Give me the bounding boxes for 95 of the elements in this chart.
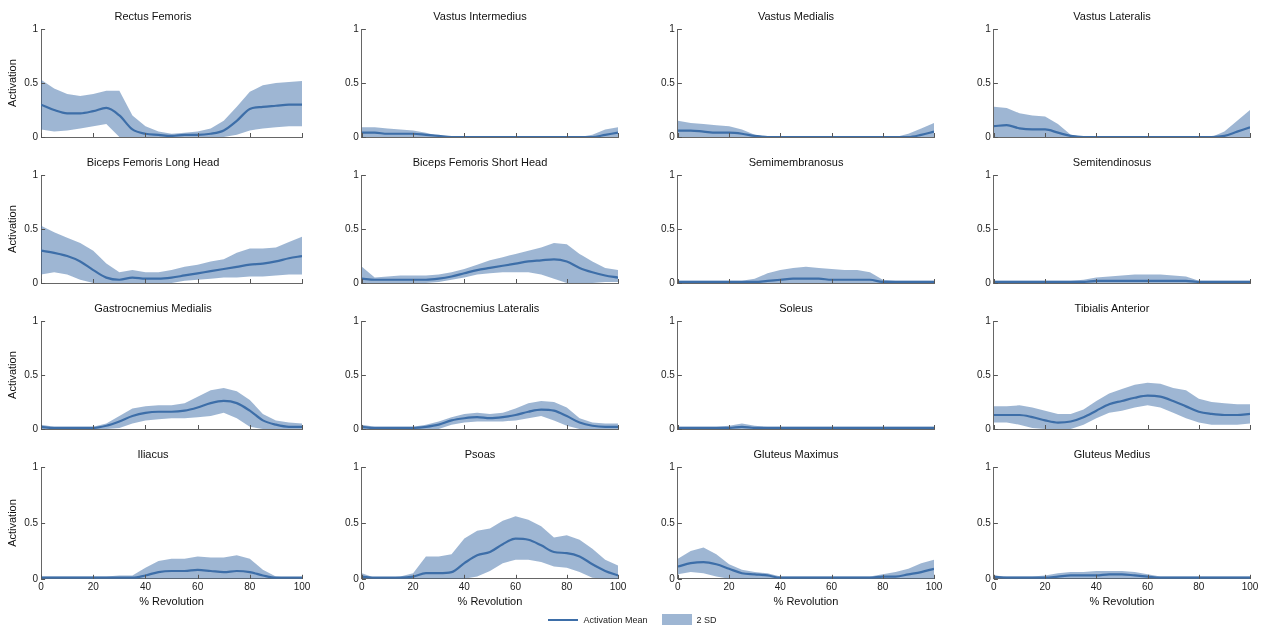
x-tick-label: 40	[1090, 580, 1103, 592]
chart-title: Gluteus Medius	[1073, 447, 1151, 460]
x-tick-label: 100	[293, 580, 311, 592]
x-tick-label: 80	[561, 580, 573, 592]
y-tick-label: 0.5	[345, 76, 360, 88]
y-axis-title: Activation	[5, 499, 18, 547]
y-tick-label: 0	[985, 276, 992, 288]
y-tick-label: 0.5	[977, 368, 992, 380]
chart-title: Vastus Intermedius	[433, 9, 528, 22]
y-tick-label: 0	[353, 572, 360, 584]
x-tick-label: 60	[510, 580, 522, 592]
x-tick-label: 80	[877, 580, 889, 592]
x-tick-label: 20	[1039, 580, 1052, 592]
y-axis-title: Activation	[5, 59, 18, 107]
x-tick-label: 100	[925, 580, 943, 592]
x-tick-label: 20	[723, 580, 736, 592]
y-tick-label: 0	[32, 572, 39, 584]
line-series	[993, 394, 1250, 424]
chart-title: Semimembranosus	[748, 155, 844, 168]
chart-title: Gluteus Maximus	[753, 447, 839, 460]
y-tick-label: 0.5	[977, 516, 992, 528]
x-tick-label: 20	[407, 580, 420, 592]
x-tick-label: 40	[139, 580, 152, 592]
y-tick-label: 1	[32, 22, 39, 34]
y-tick-label: 0.5	[661, 368, 676, 380]
y-tick-label: 0	[669, 422, 676, 434]
y-tick-label: 0.5	[977, 222, 992, 234]
x-tick-label: 100	[609, 580, 627, 592]
y-axis-title: Activation	[5, 205, 18, 253]
y-tick-label: 0.5	[661, 222, 676, 234]
chart-title: Iliacus	[137, 447, 170, 460]
x-tick-label: 60	[826, 580, 838, 592]
y-tick-label: 0.5	[661, 516, 676, 528]
y-tick-label: 0.5	[345, 368, 360, 380]
x-tick-label: 80	[1193, 580, 1205, 592]
y-tick-label: 0	[353, 422, 360, 434]
y-tick-label: 1	[669, 22, 676, 34]
y-tick-label: 1	[32, 168, 39, 180]
y-tick-label: 1	[669, 460, 676, 472]
y-tick-label: 0.5	[24, 368, 39, 380]
chart-title: Semitendinosus	[1072, 155, 1152, 168]
chart-title: Gastrocnemius Lateralis	[420, 301, 540, 314]
chart-title: Soleus	[779, 301, 814, 314]
y-tick-label: 1	[353, 22, 360, 34]
y-tick-label: 1	[669, 314, 676, 326]
chart-title: Tibialis Anterior	[1074, 301, 1150, 314]
y-tick-label: 0.5	[24, 222, 39, 234]
y-tick-label: 0	[669, 130, 676, 142]
y-tick-label: 1	[985, 460, 992, 472]
y-tick-label: 1	[985, 314, 992, 326]
chart-title: Vastus Lateralis	[1073, 9, 1152, 22]
y-tick-label: 0.5	[661, 76, 676, 88]
y-tick-label: 1	[353, 460, 360, 472]
y-tick-label: 0.5	[24, 516, 39, 528]
y-tick-label: 0	[985, 130, 992, 142]
chart-title: Psoas	[464, 447, 496, 460]
x-axis-title: % Revolution	[139, 595, 204, 608]
y-axis-title: Activation	[5, 351, 18, 399]
y-tick-label: 0.5	[345, 516, 360, 528]
y-tick-label: 1	[32, 460, 39, 472]
y-tick-label: 0.5	[345, 222, 360, 234]
y-tick-label: 0	[353, 130, 360, 142]
x-axis-title: % Revolution	[457, 595, 523, 608]
x-tick-label: 40	[774, 580, 787, 592]
x-tick-label: 60	[1142, 580, 1154, 592]
x-tick-label: 20	[87, 580, 100, 592]
x-tick-label: 80	[244, 580, 256, 592]
x-tick-label: 100	[1241, 580, 1259, 592]
y-tick-label: 0.5	[24, 76, 39, 88]
y-tick-label: 1	[353, 314, 360, 326]
y-tick-label: 0	[32, 276, 39, 288]
y-tick-label: 1	[985, 22, 992, 34]
x-axis-title: % Revolution	[773, 595, 839, 608]
chart-title: Rectus Femoris	[114, 9, 192, 22]
text: 2 SD	[696, 614, 717, 625]
y-tick-label: 0	[985, 422, 992, 434]
chart-title: Gastrocnemius Medialis	[94, 301, 213, 314]
y-tick-label: 0.5	[977, 76, 992, 88]
y-tick-label: 0	[669, 276, 676, 288]
x-tick-label: 40	[458, 580, 471, 592]
legend-label: Activation Mean	[583, 614, 648, 625]
y-tick-label: 1	[985, 168, 992, 180]
chart-title: Biceps Femoris Short Head	[412, 155, 548, 168]
chart-title: Biceps Femoris Long Head	[86, 155, 220, 168]
y-tick-label: 0	[353, 276, 360, 288]
y-tick-label: 0	[32, 130, 39, 142]
y-tick-label: 0	[669, 572, 676, 584]
y-tick-label: 1	[669, 168, 676, 180]
y-tick-label: 1	[32, 314, 39, 326]
chart-title: Vastus Medialis	[757, 9, 835, 22]
x-axis-title: % Revolution	[1089, 595, 1155, 608]
y-tick-label: 1	[353, 168, 360, 180]
y-tick-label: 0	[985, 572, 992, 584]
y-tick-label: 0	[32, 422, 39, 434]
x-tick-label: 60	[192, 580, 204, 592]
